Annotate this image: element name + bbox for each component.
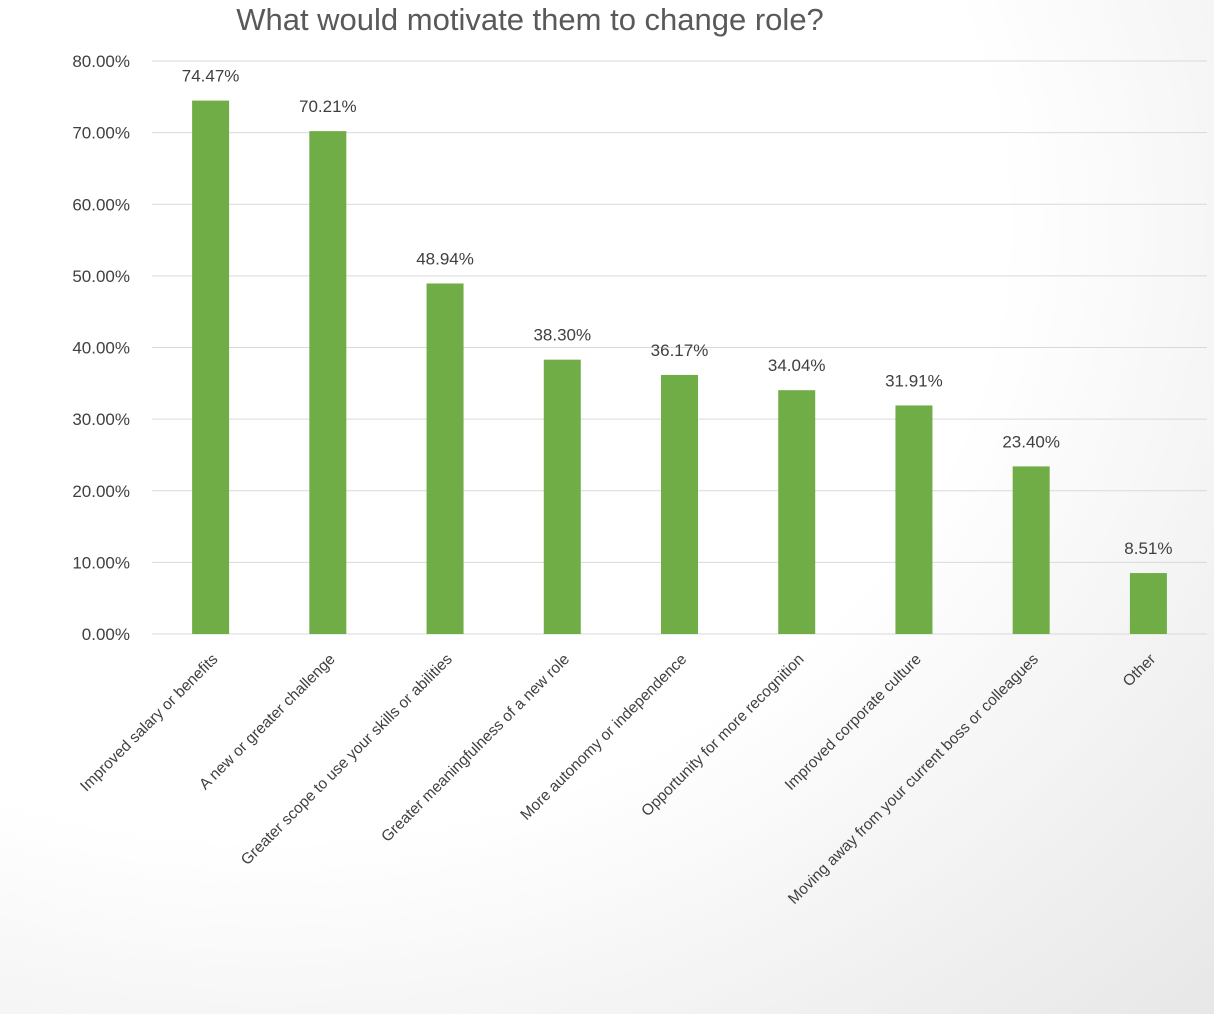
data-label: 31.91% <box>885 371 943 390</box>
y-tick-label: 10.00% <box>72 553 130 572</box>
x-tick-label: A new or greater challenge <box>196 651 338 793</box>
x-tick-label: Improved salary or benefits <box>77 651 221 795</box>
bar <box>543 359 581 634</box>
y-tick-label: 80.00% <box>72 52 130 71</box>
bar <box>895 405 933 634</box>
y-tick-label: 60.00% <box>72 195 130 214</box>
data-labels: 74.47% 70.21% 48.94% 38.30% 36.17% 34.04% 31.9… <box>182 67 1173 558</box>
data-label: 70.21% <box>299 97 357 116</box>
data-label: 8.51% <box>1124 539 1172 558</box>
y-tick-label: 50.00% <box>72 267 130 286</box>
bar <box>1012 466 1050 634</box>
x-tick-label: Greater scope to use your skills or abil… <box>238 651 456 869</box>
data-label: 38.30% <box>533 326 591 345</box>
x-tick-label: Other <box>1120 651 1159 690</box>
x-tick-label: Improved corporate culture <box>782 651 925 794</box>
bar <box>661 374 698 634</box>
y-tick-label: 20.00% <box>72 482 130 501</box>
data-label: 36.17% <box>651 341 709 360</box>
y-tick-label: 70.00% <box>72 124 130 143</box>
data-label: 34.04% <box>768 356 826 375</box>
y-axis-tick-labels: 0.00% 10.00% 20.00% 30.00% 40.00% 50.00% 60.00… <box>72 52 130 644</box>
data-label: 23.40% <box>1002 432 1060 451</box>
bar <box>309 131 347 634</box>
bar <box>1129 573 1167 634</box>
bar <box>192 100 230 634</box>
y-tick-label: 0.00% <box>82 625 130 644</box>
bar <box>778 390 816 634</box>
data-label: 48.94% <box>416 249 474 268</box>
bars <box>192 100 1167 634</box>
y-tick-label: 40.00% <box>72 339 130 358</box>
x-tick-label: Moving away from your current boss or co… <box>785 651 1042 908</box>
data-label: 74.47% <box>182 67 240 86</box>
chart-title: What would motivate them to change role? <box>236 2 824 37</box>
bar <box>426 283 464 634</box>
x-tick-label: Greater meaningfulness of a new role <box>378 651 573 846</box>
y-tick-label: 30.00% <box>72 410 130 429</box>
